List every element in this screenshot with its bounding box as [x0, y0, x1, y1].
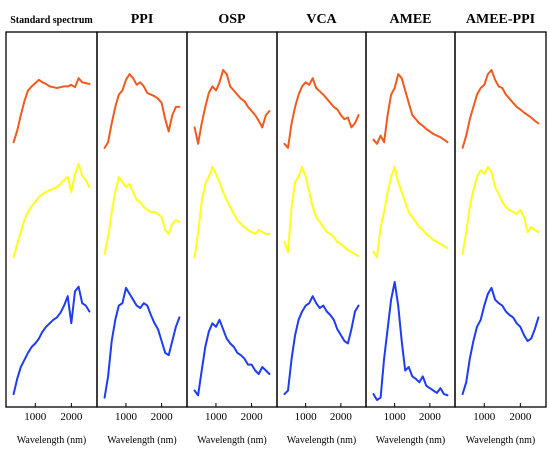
series-line-1 — [193, 69, 271, 145]
x-tick-label: 2000 — [60, 411, 83, 423]
x-tick-label: 1000 — [205, 411, 228, 423]
panel-title-5: AMEE — [390, 12, 432, 27]
series-line-1 — [283, 77, 360, 149]
series-line-2 — [193, 166, 271, 258]
series-line-3 — [12, 285, 91, 396]
x-tick-label: 1000 — [473, 411, 496, 423]
series-line-2 — [283, 166, 360, 257]
x-axis-label: Wavelength (nm) — [466, 435, 535, 446]
x-axis-label: Wavelength (nm) — [287, 435, 356, 446]
series-line-2 — [372, 166, 449, 258]
panel-2: 1000 2000 Wavelength (nm) — [96, 31, 188, 446]
x-axis-label: Wavelength (nm) — [17, 435, 86, 446]
panels: 1000 2000 Wavelength (nm) 1000 2000 Wavelengt… — [5, 31, 547, 446]
series-line-1 — [461, 69, 540, 149]
panel-frame — [454, 31, 547, 408]
series-line-3 — [283, 295, 360, 396]
x-tick-label: 1000 — [384, 411, 407, 423]
series-line-2 — [12, 163, 91, 258]
x-axis-label: Wavelength (nm) — [376, 435, 445, 446]
series-line-3 — [193, 318, 271, 397]
x-tick-label: 2000 — [330, 411, 353, 423]
panel-3: 1000 2000 Wavelength (nm) — [186, 31, 278, 446]
panel-6: 1000 2000 Wavelength (nm) — [454, 31, 547, 446]
column-titles: Standard spectrum PPI OSP VCA AMEE AMEE-PPI — [10, 12, 535, 27]
panel-title-4: VCA — [306, 12, 337, 27]
series-line-1 — [372, 73, 449, 145]
panel-title-1: Standard spectrum — [10, 15, 93, 26]
x-tick-label: 2000 — [151, 411, 174, 423]
x-tick-label: 2000 — [419, 411, 442, 423]
series-line-3 — [461, 286, 540, 396]
panel-frame — [5, 31, 98, 408]
x-tick-label: 2000 — [509, 411, 532, 423]
panel-1: 1000 2000 Wavelength (nm) — [5, 31, 98, 446]
series-line-2 — [461, 166, 540, 255]
x-tick-label: 1000 — [115, 411, 138, 423]
series-line-1 — [103, 73, 181, 149]
x-tick-label: 1000 — [24, 411, 47, 423]
panel-4: 1000 2000 Wavelength (nm) — [276, 31, 367, 446]
series-line-1 — [12, 77, 91, 144]
x-tick-label: 2000 — [241, 411, 264, 423]
x-axis-label: Wavelength (nm) — [197, 435, 266, 446]
panel-frame — [365, 31, 456, 408]
x-tick-label: 1000 — [295, 411, 318, 423]
panel-5: 1000 2000 Wavelength (nm) — [365, 31, 456, 446]
panel-title-3: OSP — [218, 12, 246, 27]
series-line-2 — [103, 176, 181, 255]
x-axis-label: Wavelength (nm) — [107, 435, 176, 446]
panel-title-6: AMEE-PPI — [466, 12, 535, 27]
series-line-3 — [372, 281, 449, 401]
series-line-3 — [103, 286, 181, 399]
panel-title-2: PPI — [131, 12, 154, 27]
